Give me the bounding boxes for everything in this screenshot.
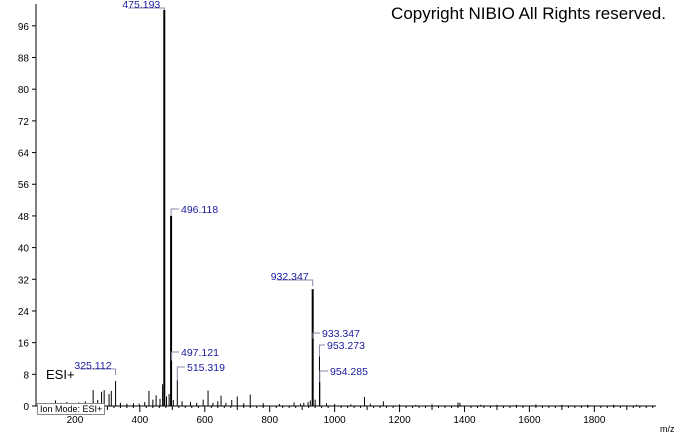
y-tick-label: 0 [23, 402, 29, 413]
peak-label: 497.121 [181, 347, 219, 359]
y-tick-label: 72 [18, 117, 30, 128]
peak-label: 496.118 [181, 204, 218, 216]
peak-label-leader [170, 351, 179, 361]
y-tick-label: 88 [18, 54, 30, 65]
x-tick-label: 1200 [388, 415, 411, 426]
y-tick-label: 96 [18, 22, 30, 33]
y-tick-label: 16 [18, 339, 30, 350]
x-tick-label: 1600 [518, 415, 541, 426]
peak-label-leader [319, 370, 328, 383]
x-tick-label: 600 [196, 415, 213, 426]
peak-label-leader [276, 279, 314, 286]
y-tick-label: 24 [18, 307, 30, 318]
x-tick-label: 1400 [453, 415, 476, 426]
y-tick-label: 56 [18, 180, 30, 191]
peak-label: 954.285 [330, 366, 368, 378]
peak-label-leader [128, 7, 165, 10]
peak-label-leader [79, 368, 117, 375]
y-tick-label: 48 [18, 212, 30, 223]
peak-label: 953.273 [327, 340, 365, 352]
peak-label: 932.347 [271, 271, 309, 283]
peak-label: 475.193 [122, 0, 160, 11]
peak-label-leader [170, 208, 179, 216]
ion-mode-tag: Ion Mode: ESI+ [37, 403, 106, 415]
peak-label-leader [312, 332, 320, 339]
peak-label: 325.112 [74, 360, 111, 372]
x-tick-label: 1000 [324, 415, 347, 426]
copyright-notice: Copyright NIBIO All Rights reserved. [391, 4, 666, 23]
x-tick-label: 400 [132, 415, 149, 426]
x-axis-label: m/z [660, 424, 674, 434]
x-tick-label: 800 [261, 415, 278, 426]
x-tick-label: 200 [67, 415, 84, 426]
y-tick-label: 40 [18, 244, 30, 255]
y-tick-label: 64 [18, 149, 30, 160]
peak-label: 933.347 [322, 328, 360, 340]
peak-label-leader [176, 366, 185, 381]
y-tick-label: 8 [23, 370, 29, 381]
y-tick-label: 32 [18, 275, 30, 286]
x-tick-label: 1800 [583, 415, 606, 426]
peak-label: 515.319 [187, 362, 225, 374]
peak-label-leader [318, 344, 325, 357]
y-tick-label: 80 [18, 85, 30, 96]
ionization-mode-label: ESI+ [46, 367, 75, 382]
